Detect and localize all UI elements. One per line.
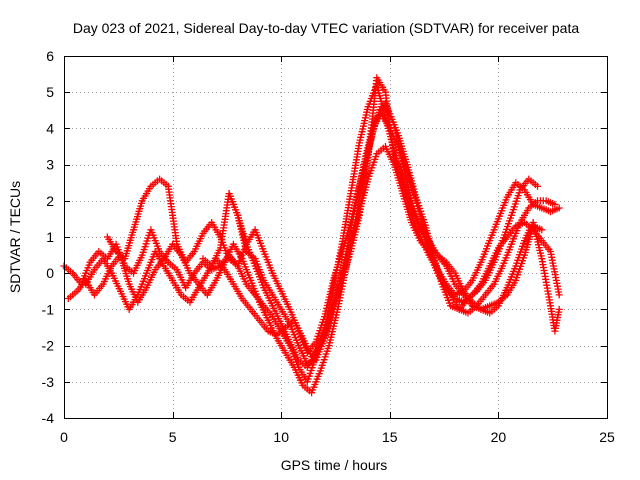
y-tick-label: 0 (46, 265, 54, 281)
data-marks (60, 74, 563, 397)
x-tick-label: 20 (491, 429, 507, 445)
axis-ticks: 0 5 10 15 20 25 -4 -3 -2 -1 0 1 2 3 4 5 6 (42, 48, 615, 445)
y-tick-label: 2 (46, 193, 54, 209)
series-pass-f (225, 74, 563, 368)
data-point (551, 200, 559, 208)
data-point (534, 182, 541, 190)
chart-title: Day 023 of 2021, Sidereal Day-to-day VTE… (73, 20, 580, 36)
y-tick-label: -2 (42, 338, 55, 354)
data-point (538, 226, 546, 234)
y-tick-label: 5 (46, 84, 54, 100)
y-tick-label: -1 (42, 301, 55, 317)
data-point (555, 291, 563, 299)
x-tick-label: 15 (382, 429, 398, 445)
y-tick-label: -3 (42, 374, 55, 390)
y-tick-label: 4 (46, 120, 54, 136)
x-tick-label: 0 (60, 429, 68, 445)
x-axis-label: GPS time / hours (281, 457, 388, 473)
y-tick-label: 3 (46, 157, 54, 173)
y-tick-label: 1 (46, 229, 54, 245)
y-tick-label: 6 (46, 48, 54, 64)
x-tick-label: 5 (169, 429, 177, 445)
y-axis-label: SDTVAR / TECUs (7, 181, 23, 293)
data-point (555, 204, 563, 212)
x-tick-label: 10 (273, 429, 289, 445)
x-tick-label: 25 (599, 429, 615, 445)
y-tick-label: -4 (42, 410, 55, 426)
data-point (555, 305, 563, 313)
